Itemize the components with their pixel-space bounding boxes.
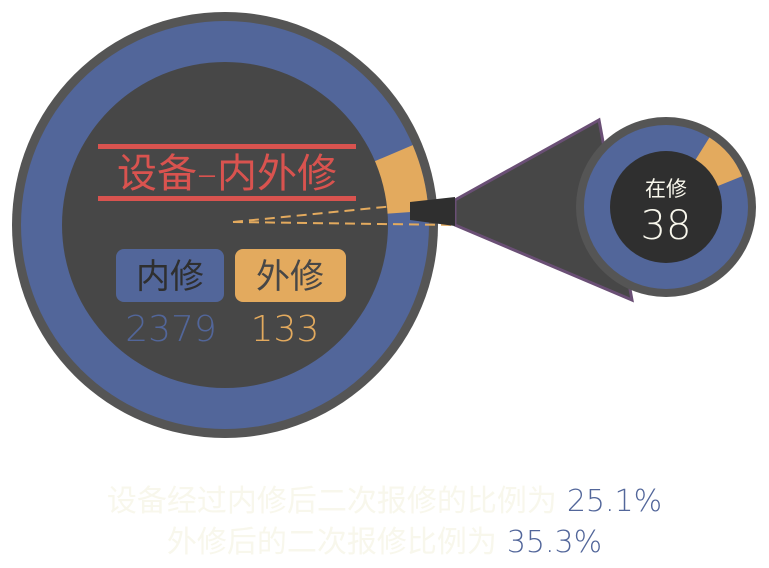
caption-line-2-value: 35.3%	[506, 525, 603, 560]
main-center-disc	[62, 62, 388, 388]
detail-label: 在修	[645, 177, 687, 201]
caption-line-2-text: 外修后的二次报修比例为	[166, 525, 497, 560]
detail-center-disc	[610, 151, 722, 263]
legend-inner-badge	[116, 249, 224, 302]
title-top-line	[98, 144, 356, 149]
zoom-wedge	[410, 197, 455, 226]
legend-outer-badge	[235, 249, 346, 302]
zoom-dash-bottom	[232, 221, 456, 226]
detail-value: 38	[641, 203, 692, 249]
legend-inner-label: 内修	[136, 257, 204, 297]
caption-line-1-text: 设备经过内修后二次报修的比例为	[106, 484, 557, 519]
legend-outer-label: 外修	[256, 257, 324, 297]
caption-line-1: 设备经过内修后二次报修的比例为 25.1%	[0, 476, 769, 520]
caption-line-2: 外修后的二次报修比例为 35.3%	[0, 517, 769, 561]
outer-repair-value: 133	[251, 309, 320, 350]
title-bottom-line	[98, 196, 356, 201]
inner-repair-value: 2379	[125, 309, 217, 350]
caption-line-1-value: 25.1%	[566, 484, 663, 519]
main-title: 设备–内外修	[117, 151, 337, 197]
